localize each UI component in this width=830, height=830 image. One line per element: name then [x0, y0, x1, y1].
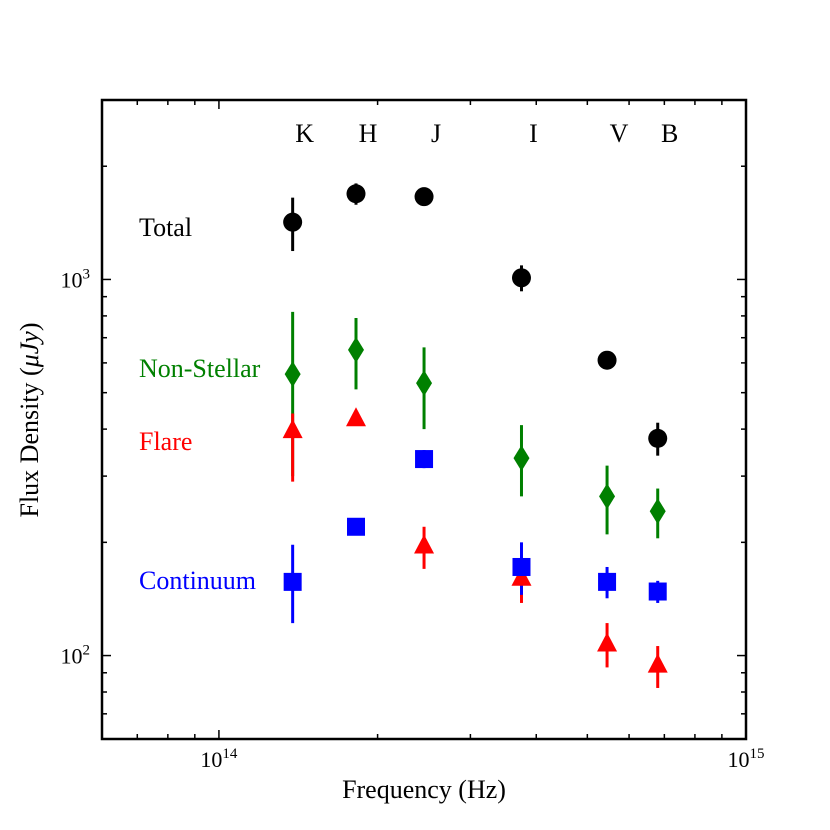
total-point-B	[648, 428, 668, 448]
flare-point-V	[597, 632, 618, 652]
band-label-K: K	[295, 119, 314, 148]
non-stellar-point-J	[416, 370, 433, 397]
y-tick-label: 103	[61, 266, 91, 292]
non-stellar-point-V	[599, 483, 616, 510]
plot-frame	[100, 98, 748, 741]
flare-point-I	[511, 566, 532, 586]
total-point-K	[283, 212, 303, 232]
data-markers	[282, 184, 668, 673]
continuum-point-I	[512, 557, 531, 576]
tick-labels: 1014 1015 102 103	[61, 266, 765, 772]
series-label-continuum: Continuum	[139, 566, 256, 595]
non-stellar-point-K	[284, 361, 301, 388]
error-bars	[291, 183, 660, 688]
total-point-H	[346, 184, 366, 204]
non-stellar-point-B	[649, 498, 666, 525]
x-axis-title: Frequency (Hz)	[342, 775, 506, 804]
flare-point-K	[282, 419, 303, 439]
flare-point-H	[346, 407, 367, 427]
y-axis-title: Flux Density (μJy)	[15, 322, 44, 517]
band-label-I: I	[529, 119, 538, 148]
continuum-point-J	[415, 450, 434, 469]
series-label-total: Total	[139, 213, 192, 242]
total-point-I	[511, 268, 531, 288]
band-label-J: J	[431, 119, 441, 148]
y-tick-label: 102	[61, 643, 91, 669]
flare-point-J	[414, 534, 435, 554]
series-label-flare: Flare	[139, 427, 192, 456]
series-labels: Total Non-Stellar Flare Continuum	[139, 213, 261, 595]
total-point-J	[414, 187, 434, 207]
flare-point-B	[647, 653, 668, 673]
x-tick-label: 1015	[728, 746, 765, 772]
series-label-non-stellar: Non-Stellar	[139, 354, 261, 383]
non-stellar-point-I	[513, 445, 530, 472]
continuum-point-V	[598, 572, 617, 591]
band-label-V: V	[610, 119, 629, 148]
continuum-point-B	[648, 582, 667, 601]
band-label-B: B	[661, 119, 678, 148]
continuum-point-K	[283, 572, 302, 591]
x-tick-label: 1014	[200, 746, 238, 772]
total-point-V	[597, 350, 617, 370]
continuum-point-H	[347, 517, 366, 536]
band-label-H: H	[359, 119, 378, 148]
non-stellar-point-H	[348, 336, 365, 363]
